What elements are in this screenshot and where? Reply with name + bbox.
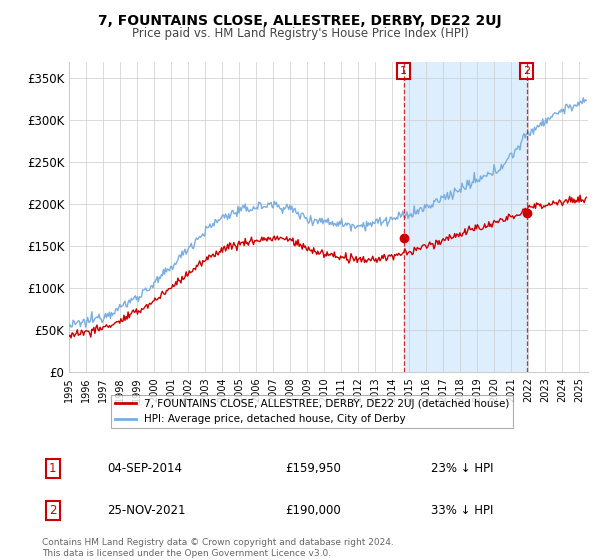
Text: 23% ↓ HPI: 23% ↓ HPI — [431, 462, 493, 475]
Text: £190,000: £190,000 — [285, 504, 341, 517]
Text: 2: 2 — [49, 504, 56, 517]
Text: 33% ↓ HPI: 33% ↓ HPI — [431, 504, 493, 517]
Text: Price paid vs. HM Land Registry's House Price Index (HPI): Price paid vs. HM Land Registry's House … — [131, 27, 469, 40]
Bar — [404, 62, 527, 372]
Text: £159,950: £159,950 — [285, 462, 341, 475]
Text: 1: 1 — [400, 66, 407, 76]
Text: 25-NOV-2021: 25-NOV-2021 — [107, 504, 185, 517]
Text: 04-SEP-2014: 04-SEP-2014 — [107, 462, 182, 475]
Text: Contains HM Land Registry data © Crown copyright and database right 2024.
This d: Contains HM Land Registry data © Crown c… — [42, 538, 394, 558]
Text: 1: 1 — [49, 462, 56, 475]
Text: 7, FOUNTAINS CLOSE, ALLESTREE, DERBY, DE22 2UJ: 7, FOUNTAINS CLOSE, ALLESTREE, DERBY, DE… — [98, 14, 502, 28]
Text: 2: 2 — [523, 66, 530, 76]
Legend: 7, FOUNTAINS CLOSE, ALLESTREE, DERBY, DE22 2UJ (detached house), HPI: Average pr: 7, FOUNTAINS CLOSE, ALLESTREE, DERBY, DE… — [110, 395, 514, 428]
